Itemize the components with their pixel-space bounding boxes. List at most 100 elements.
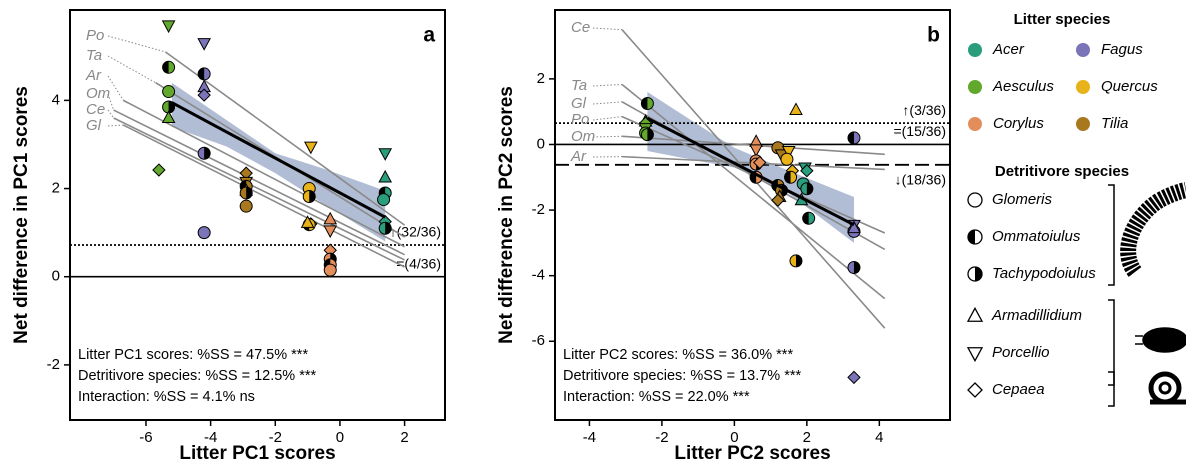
stat-line: Interaction: %SS = 22.0% *** (563, 389, 750, 405)
y-tick-label: 0 (537, 135, 545, 152)
legend-label: Tachypodoiulus (992, 265, 1096, 282)
x-axis-label: Litter PC2 scores (674, 443, 830, 464)
point (379, 149, 391, 160)
point (240, 200, 252, 212)
point (378, 194, 390, 206)
legend-label: Armadillidium (991, 307, 1082, 324)
y-tick-label: -2 (47, 356, 60, 373)
point (198, 39, 210, 50)
point (198, 227, 210, 239)
x-tick-label: 4 (875, 429, 883, 446)
legend-swatch (968, 43, 982, 57)
point-half (641, 97, 647, 109)
legend-label: Porcellio (992, 344, 1050, 361)
fit-label: Ar (85, 67, 102, 84)
y-axis-label: Net difference in PC1 scores (11, 86, 32, 344)
legend-label: Acer (992, 41, 1025, 58)
point (790, 103, 802, 114)
fit-leader (593, 136, 622, 137)
stat-line: Detritivore species: %SS = 13.7% *** (563, 368, 802, 384)
legend-decor (1108, 185, 1186, 406)
fit-label: Ta (571, 77, 587, 94)
fit-label: Ce (86, 101, 105, 118)
reference-label: =(15/36) (893, 123, 946, 139)
x-tick-label: -2 (655, 429, 668, 446)
fit-label: Gl (86, 117, 102, 134)
fit-leader (593, 117, 622, 120)
fit-label: Om (86, 85, 110, 102)
point (968, 383, 982, 397)
point-half (198, 68, 204, 80)
fit-label: Ta (86, 47, 102, 64)
point (968, 193, 982, 207)
y-axis-label: Net difference in PC2 scores (496, 86, 517, 344)
fit-label: Gl (571, 95, 587, 112)
y-tick-label: 4 (52, 91, 60, 108)
legend-swatch (968, 117, 982, 131)
y-tick-label: 2 (537, 70, 545, 87)
fit-leader (593, 102, 622, 104)
legend-label: Tilia (1101, 115, 1128, 132)
fit-leader (593, 84, 622, 86)
fit-label: Ce (571, 19, 590, 36)
legend-swatch (1076, 117, 1090, 131)
point (324, 264, 336, 276)
fit-line (622, 84, 885, 298)
stat-line: Detritivore species: %SS = 12.5% *** (78, 368, 317, 384)
stat-line: Litter PC2 scores: %SS = 36.0% *** (563, 347, 793, 363)
point-half (968, 230, 975, 244)
point-half (803, 212, 809, 224)
fit-leader (108, 56, 156, 83)
fit-leader (108, 36, 165, 52)
y-tick-label: -6 (532, 332, 545, 349)
x-tick-label: -6 (139, 429, 152, 446)
legend-label: Ommatoiulus (992, 228, 1081, 245)
stat-line: Interaction: %SS = 4.1% ns (78, 389, 255, 405)
reference-label: =(4/36) (396, 255, 441, 271)
fit-label: Po (86, 27, 104, 44)
point-half (854, 261, 860, 273)
legend-label: Corylus (993, 115, 1044, 132)
point (750, 145, 762, 156)
y-tick-label: 0 (52, 268, 60, 285)
legend-title: Detritivore species (995, 163, 1129, 180)
point-half (796, 255, 802, 267)
fit-leader (108, 110, 114, 118)
point (163, 86, 175, 98)
point (968, 308, 982, 321)
fit-label: Om (571, 128, 595, 145)
y-tick-label: 2 (52, 180, 60, 197)
y-tick-label: -2 (532, 201, 545, 218)
legend-label: Fagus (1101, 41, 1143, 58)
fit-label: Po (571, 111, 589, 128)
legend-label: Quercus (1101, 78, 1158, 95)
legend-swatch (1076, 80, 1090, 94)
point-half (975, 267, 982, 281)
point (379, 171, 391, 182)
legend-swatch (1076, 43, 1090, 57)
x-tick-label: 2 (400, 429, 408, 446)
reference-label: ↑(3/36) (902, 102, 946, 118)
point-half (163, 61, 169, 73)
point (305, 142, 317, 153)
point (968, 348, 982, 361)
fit-leader (108, 76, 123, 100)
point-half (848, 132, 854, 144)
fit-leader (593, 28, 622, 30)
x-axis-label: Litter PC1 scores (179, 443, 335, 464)
point (324, 213, 336, 224)
x-tick-label: -4 (583, 429, 596, 446)
legend-label: Aesculus (992, 78, 1054, 95)
reference-label: ↓(18/36) (895, 172, 946, 188)
x-tick-label: 0 (336, 429, 344, 446)
point (848, 371, 860, 383)
legend-title: Litter species (1014, 11, 1111, 28)
panel-label: b (927, 24, 940, 47)
stat-line: Litter PC1 scores: %SS = 47.5% *** (78, 347, 308, 363)
legend-swatch (968, 80, 982, 94)
main-fit (172, 103, 385, 218)
point (781, 153, 793, 165)
fit-leader (108, 125, 123, 126)
panel-label: a (423, 24, 435, 47)
